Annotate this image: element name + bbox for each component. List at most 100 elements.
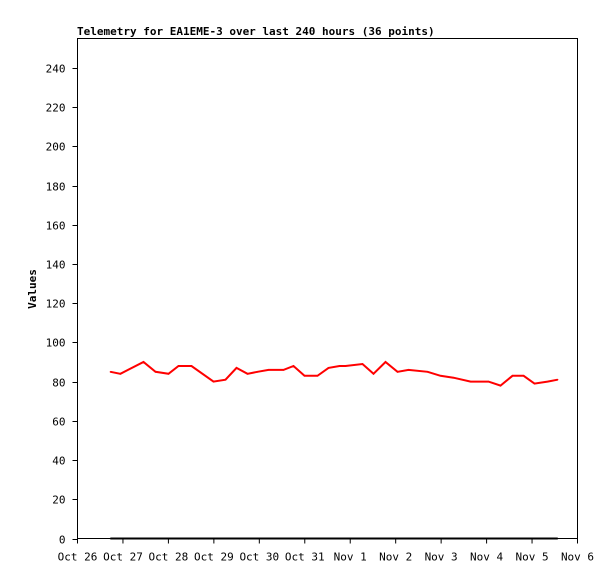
plot-frame (77, 38, 578, 539)
data-point (469, 380, 472, 383)
data-point (327, 367, 330, 369)
data-point (407, 369, 410, 371)
data-point (396, 537, 399, 540)
data-point (246, 372, 249, 375)
x-tick-label: Oct 28 (149, 551, 189, 564)
data-point (487, 537, 490, 540)
data-point (154, 371, 157, 373)
data-point (439, 537, 442, 540)
data-point (212, 537, 215, 540)
y-tick-label: 100 (46, 337, 66, 350)
data-point (487, 380, 490, 383)
data-point (142, 537, 145, 540)
x-tick-label: Oct 27 (103, 551, 143, 564)
data-point (267, 537, 270, 540)
data-point (511, 537, 514, 540)
x-tick-label: Nov 2 (379, 551, 412, 564)
data-point (109, 537, 112, 540)
data-point (177, 365, 180, 367)
data-point (224, 378, 227, 381)
y-tick-label: 180 (46, 181, 66, 194)
data-point (327, 537, 330, 540)
data-point (338, 537, 341, 540)
x-tick-label: Nov 6 (561, 551, 594, 564)
data-point (361, 363, 364, 365)
y-tick-label: 160 (46, 220, 66, 233)
data-point (256, 371, 259, 373)
data-point (499, 384, 502, 387)
data-point (452, 376, 455, 379)
y-tick-label: 200 (46, 141, 66, 154)
y-axis-label: Values (26, 269, 39, 309)
data-point (316, 537, 319, 540)
data-point (303, 374, 306, 377)
data-point (439, 374, 442, 377)
data-point (556, 378, 559, 381)
y-tick-label: 140 (46, 259, 66, 272)
x-tick-label: Nov 5 (515, 551, 548, 564)
data-point (372, 537, 375, 540)
data-point (372, 372, 375, 375)
data-point (533, 382, 536, 385)
y-tick-label: 20 (52, 494, 65, 507)
data-point (177, 537, 180, 540)
y-tick-label: 240 (46, 63, 66, 76)
data-point (316, 374, 319, 377)
x-tick-label: Oct 30 (239, 551, 279, 564)
data-point (267, 369, 270, 371)
data-point (546, 380, 549, 383)
data-point (246, 537, 249, 540)
data-point (344, 365, 347, 367)
data-point (224, 537, 227, 540)
data-point (190, 365, 193, 367)
data-point (452, 537, 455, 540)
data-point (546, 537, 549, 540)
y-tick-label: 80 (52, 377, 65, 390)
data-point (109, 371, 112, 373)
data-point (556, 537, 559, 540)
chart-title: Telemetry for EA1EME-3 over last 240 hou… (77, 25, 435, 38)
y-tick-label: 120 (46, 298, 66, 311)
data-point (533, 537, 536, 540)
data-point (522, 374, 525, 377)
data-point (407, 537, 410, 540)
x-tick-label: Oct 31 (285, 551, 325, 564)
data-point (396, 371, 399, 373)
data-point (384, 537, 387, 540)
y-tick-label: 40 (52, 455, 65, 468)
data-point (282, 369, 285, 371)
data-point (361, 537, 364, 540)
y-tick-label: 60 (52, 416, 65, 429)
y-tick-label: 0 (59, 534, 66, 547)
data-point (426, 371, 429, 373)
data-point (212, 380, 215, 383)
data-point (344, 537, 347, 540)
x-tick-label: Nov 4 (470, 551, 503, 564)
data-point (167, 537, 170, 540)
data-point (469, 537, 472, 540)
data-point (303, 537, 306, 540)
data-point (338, 365, 341, 367)
data-point (190, 537, 193, 540)
data-point (119, 372, 122, 375)
x-tick-label: Nov 1 (334, 551, 367, 564)
data-point (235, 537, 238, 540)
data-point (282, 537, 285, 540)
data-point (154, 537, 157, 540)
data-point (511, 374, 514, 377)
data-point (256, 537, 259, 540)
data-point (522, 537, 525, 540)
y-tick-label: 220 (46, 102, 66, 115)
data-point (499, 537, 502, 540)
data-point (292, 365, 295, 367)
data-point (426, 537, 429, 540)
data-point (167, 372, 170, 375)
series-line (110, 360, 558, 387)
data-point (384, 361, 387, 363)
data-point (292, 537, 295, 540)
data-point (119, 537, 122, 540)
x-tick-label: Nov 3 (425, 551, 458, 564)
data-point (235, 367, 238, 369)
x-tick-label: Oct 29 (194, 551, 234, 564)
